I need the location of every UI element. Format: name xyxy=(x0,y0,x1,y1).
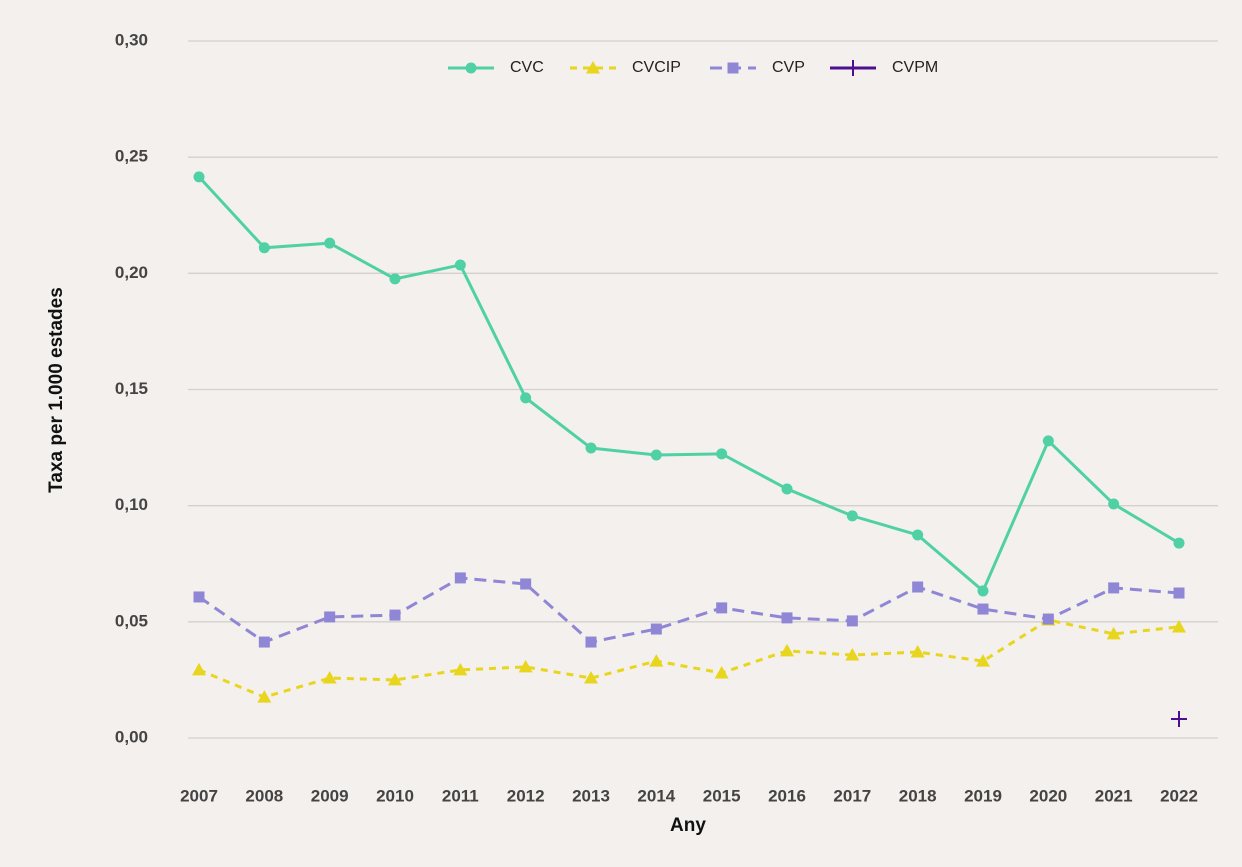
data-point xyxy=(520,578,532,590)
x-tick-label: 2019 xyxy=(964,786,1002,805)
legend-marker xyxy=(586,61,600,74)
x-tick-label: 2009 xyxy=(311,786,349,805)
data-point xyxy=(1042,613,1054,625)
data-point xyxy=(650,449,662,461)
y-tick-label: 0,20 xyxy=(115,263,148,282)
x-tick-label: 2017 xyxy=(833,786,871,805)
data-point xyxy=(585,442,597,454)
data-point xyxy=(781,612,793,624)
data-point xyxy=(1106,626,1121,640)
data-point xyxy=(584,671,598,684)
data-point xyxy=(324,237,336,249)
data-point xyxy=(388,672,402,686)
y-tick-label: 0,00 xyxy=(115,727,148,746)
data-point xyxy=(1042,435,1054,447)
data-point xyxy=(845,648,860,661)
data-point xyxy=(846,510,858,522)
data-point xyxy=(454,259,466,271)
series-line xyxy=(198,618,1180,699)
x-tick-label: 2015 xyxy=(703,786,741,805)
data-point xyxy=(912,581,924,593)
data-point xyxy=(912,529,924,541)
x-tick-label: 2018 xyxy=(899,786,937,805)
legend-marker xyxy=(727,62,739,74)
data-point xyxy=(257,690,272,703)
data-point xyxy=(1173,587,1185,599)
data-point xyxy=(650,623,662,635)
y-tick-label: 0,30 xyxy=(115,30,148,49)
data-point xyxy=(649,654,664,667)
x-tick-label: 2012 xyxy=(507,786,545,805)
x-tick-label: 2020 xyxy=(1029,786,1067,805)
y-axis-label: Taxa per 1.000 estades xyxy=(46,287,67,493)
data-point xyxy=(1172,619,1186,633)
data-point xyxy=(258,242,270,254)
y-tick-label: 0,25 xyxy=(115,147,148,166)
data-point xyxy=(780,643,794,657)
legend-label: CVCIP xyxy=(632,59,681,76)
data-point xyxy=(781,483,793,495)
x-axis-label: Any xyxy=(670,815,706,836)
data-point xyxy=(389,609,401,621)
legend-marker xyxy=(845,60,861,76)
legend-label: CVPM xyxy=(892,59,938,76)
data-point xyxy=(454,572,466,584)
data-point xyxy=(258,636,270,648)
legend-marker xyxy=(465,62,477,74)
y-tick-label: 0,10 xyxy=(115,495,148,514)
legend-label: CVC xyxy=(510,59,544,76)
data-point xyxy=(714,665,729,679)
x-tick-label: 2014 xyxy=(637,786,675,805)
series-line xyxy=(197,175,1180,594)
data-point xyxy=(389,273,401,285)
data-point xyxy=(977,603,989,615)
data-point xyxy=(585,636,597,648)
data-point xyxy=(716,448,728,460)
data-point xyxy=(1173,537,1185,549)
data-point xyxy=(976,654,990,667)
x-tick-label: 2016 xyxy=(768,786,806,805)
data-point xyxy=(193,171,205,183)
data-point xyxy=(453,662,468,676)
series-line xyxy=(198,576,1180,644)
data-point xyxy=(324,611,336,623)
data-point xyxy=(1171,710,1187,727)
data-point xyxy=(1108,498,1120,510)
x-tick-label: 2007 xyxy=(180,786,218,805)
data-point xyxy=(977,585,989,597)
y-tick-label: 0,05 xyxy=(115,611,148,630)
data-point xyxy=(193,591,205,603)
x-tick-label: 2010 xyxy=(376,786,414,805)
data-point xyxy=(322,671,337,684)
data-point xyxy=(192,662,206,676)
data-point xyxy=(520,392,532,404)
x-tick-label: 2022 xyxy=(1160,786,1198,805)
x-tick-label: 2011 xyxy=(442,786,479,805)
x-tick-label: 2008 xyxy=(245,786,283,805)
data-point xyxy=(846,615,858,627)
y-tick-label: 0,15 xyxy=(115,379,148,398)
data-point xyxy=(910,645,925,658)
x-tick-label: 2013 xyxy=(572,786,610,805)
data-point xyxy=(716,602,728,614)
data-point xyxy=(1108,582,1120,594)
legend-label: CVP xyxy=(772,59,805,76)
x-tick-label: 2021 xyxy=(1095,786,1133,805)
data-point xyxy=(518,659,533,673)
